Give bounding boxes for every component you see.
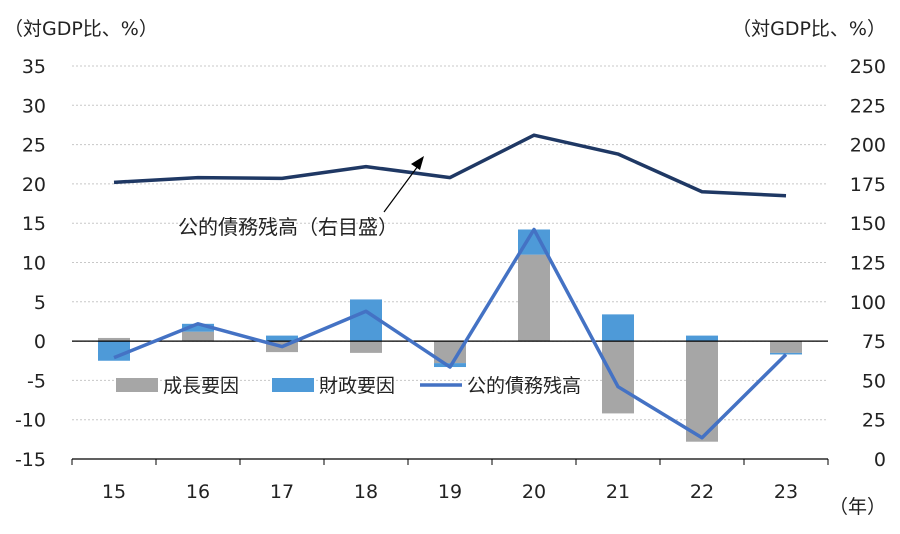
- bar-growth-factor: [770, 341, 802, 353]
- bar-growth-factor: [518, 254, 550, 342]
- bar-growth-factor: [434, 341, 466, 364]
- left-tick-label: 20: [22, 174, 46, 196]
- bar-fiscal-factor: [182, 323, 214, 332]
- left-tick-label: -15: [15, 449, 46, 471]
- bar-growth-factor: [98, 337, 130, 342]
- annotation-arrowhead: [411, 156, 424, 170]
- right-tick-label: 25: [862, 410, 886, 432]
- x-tick-label: 15: [102, 481, 126, 503]
- left-tick-label: 30: [22, 95, 46, 117]
- bar-fiscal-factor: [266, 335, 298, 342]
- legend-label-growth: 成長要因: [163, 375, 239, 397]
- bar-fiscal-factor: [686, 335, 718, 342]
- legend-swatch-growth: [116, 378, 158, 392]
- right-tick-label: 75: [862, 331, 886, 353]
- annotation-arrow-line: [383, 165, 419, 213]
- left-axis-unit-label: （対GDP比、%）: [4, 18, 158, 40]
- right-tick-label: 0: [874, 449, 886, 471]
- left-tick-label: 10: [22, 253, 46, 275]
- x-tick-label: 16: [186, 481, 210, 503]
- bar-fiscal-factor: [98, 341, 130, 361]
- legend-swatch-fiscal: [272, 378, 314, 392]
- x-tick-label: 19: [438, 481, 462, 503]
- left-tick-label: 25: [22, 135, 46, 157]
- x-tick-label: 17: [270, 481, 294, 503]
- right-tick-label: 100: [850, 292, 886, 314]
- x-tick-label: 23: [774, 481, 798, 503]
- legend-label-debt: 公的債務残高: [467, 375, 581, 397]
- right-tick-label: 250: [850, 56, 886, 78]
- left-tick-label: 35: [22, 56, 46, 78]
- right-tick-label: 50: [862, 370, 886, 392]
- bar-growth-factor: [182, 331, 214, 342]
- bar-series: [98, 229, 802, 442]
- legend: 成長要因 財政要因 公的債務残高: [116, 375, 581, 397]
- annotation: 公的債務残高（右目盛）: [178, 156, 424, 239]
- legend-label-fiscal: 財政要因: [319, 375, 395, 397]
- right-axis-unit-label: （対GDP比、%）: [732, 18, 886, 40]
- left-tick-label: -10: [15, 410, 46, 432]
- left-tick-label: 0: [34, 331, 46, 353]
- line-series: [113, 133, 788, 440]
- bar-growth-factor: [602, 341, 634, 414]
- bar-fiscal-factor: [770, 352, 802, 355]
- x-tick-label: 20: [522, 481, 546, 503]
- right-tick-label: 125: [850, 253, 886, 275]
- left-tick-label: 5: [34, 292, 46, 314]
- bar-fiscal-factor: [602, 314, 634, 342]
- right-tick-label: 150: [850, 213, 886, 235]
- x-axis-unit-label: （年）: [828, 496, 886, 518]
- bar-growth-factor: [350, 341, 382, 353]
- left-tick-label: 15: [22, 213, 46, 235]
- line-public-debt-change: [113, 227, 788, 440]
- annotation-text: 公的債務残高（右目盛）: [178, 215, 398, 239]
- line-public-debt-balance: [113, 133, 787, 198]
- left-tick-label: -5: [27, 370, 46, 392]
- right-tick-label: 225: [850, 95, 886, 117]
- right-tick-label: 200: [850, 135, 886, 157]
- x-tick-label: 18: [354, 481, 378, 503]
- x-tick-label: 21: [606, 481, 630, 503]
- right-tick-label: 175: [850, 174, 886, 196]
- x-tick-label: 22: [690, 481, 714, 503]
